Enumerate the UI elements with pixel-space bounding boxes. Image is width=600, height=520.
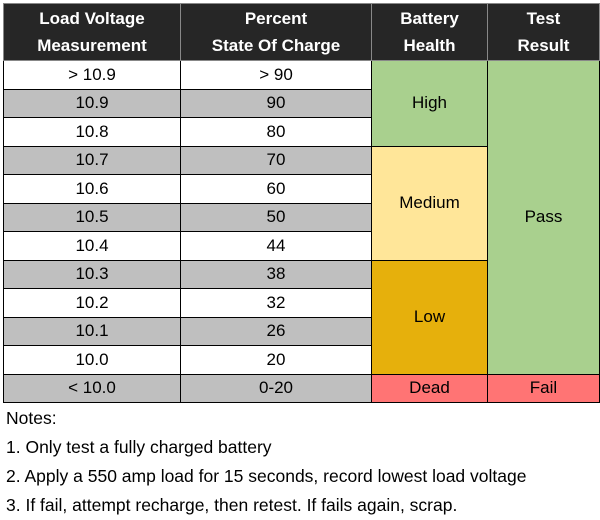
header-row: Load Voltage Measurement Percent State Of …	[3, 3, 600, 61]
table-row: 10.1 26	[3, 316, 600, 346]
percent-cell: 32	[180, 288, 372, 318]
table-row: 10.9 90	[3, 88, 600, 118]
voltage-cell: 10.8	[3, 117, 181, 147]
table-row: 10.0 20	[3, 345, 600, 375]
percent-cell: 26	[180, 316, 372, 346]
header-battery-health: Battery Health	[371, 3, 488, 61]
health-low-cell: Low	[371, 259, 488, 375]
voltage-cell: > 10.9	[3, 60, 181, 90]
percent-cell: 80	[180, 117, 372, 147]
table-row: 10.3 38 Low	[3, 259, 600, 375]
voltage-cell: 10.3	[3, 259, 181, 289]
battery-test-table: Load Voltage Measurement Percent State Of …	[3, 3, 600, 403]
header-load-voltage: Load Voltage Measurement	[3, 3, 181, 61]
percent-cell: 20	[180, 345, 372, 375]
voltage-cell: 10.1	[3, 316, 181, 346]
percent-cell: 60	[180, 174, 372, 204]
health-medium-cell: Medium	[371, 145, 488, 261]
table-row: 10.6 60	[3, 174, 600, 204]
table-row: 10.7 70 Medium	[3, 145, 600, 261]
voltage-cell: 10.2	[3, 288, 181, 318]
table-row: 10.5 50	[3, 202, 600, 232]
table-row: < 10.0 0-20 Dead Fail	[3, 373, 600, 403]
result-pass-cell: Pass	[487, 60, 600, 375]
voltage-cell: 10.7	[3, 145, 181, 175]
health-dead-cell: Dead	[371, 373, 488, 403]
percent-cell: 50	[180, 202, 372, 232]
percent-cell: 0-20	[180, 373, 372, 403]
header-test-result: Test Result	[487, 3, 600, 61]
health-high-cell: High	[371, 60, 488, 147]
table-row: 10.4 44	[3, 231, 600, 261]
percent-cell: > 90	[180, 60, 372, 90]
table-row: > 10.9 > 90 High Pass	[3, 60, 600, 375]
result-fail-cell: Fail	[487, 373, 600, 403]
percent-cell: 44	[180, 231, 372, 261]
percent-cell: 90	[180, 88, 372, 118]
note-item: 1. Only test a fully charged battery	[6, 437, 272, 457]
voltage-cell: 10.5	[3, 202, 181, 232]
note-item: 3. If fail, attempt recharge, then retes…	[6, 495, 458, 515]
percent-cell: 70	[180, 145, 372, 175]
voltage-cell: 10.0	[3, 345, 181, 375]
header-percent-charge: Percent State Of Charge	[180, 3, 372, 61]
notes-title: Notes:	[6, 408, 57, 428]
note-item: 2. Apply a 550 amp load for 15 seconds, …	[6, 466, 527, 486]
voltage-cell: 10.4	[3, 231, 181, 261]
percent-cell: 38	[180, 259, 372, 289]
voltage-cell: < 10.0	[3, 373, 181, 403]
notes-section: Notes: 1. Only test a fully charged batt…	[6, 404, 526, 520]
voltage-cell: 10.6	[3, 174, 181, 204]
voltage-cell: 10.9	[3, 88, 181, 118]
